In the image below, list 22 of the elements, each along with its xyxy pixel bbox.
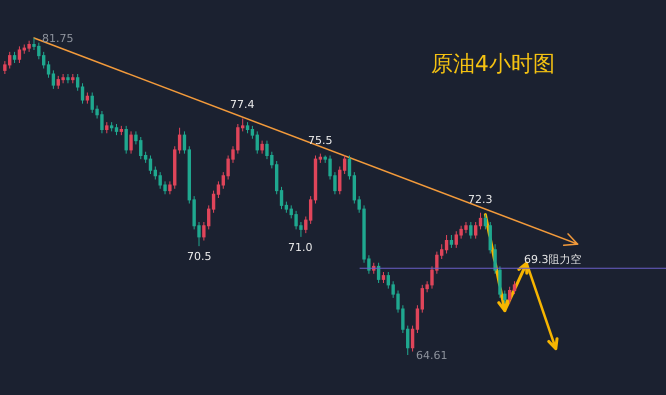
candlestick xyxy=(120,125,124,136)
candlestick xyxy=(129,130,133,154)
ref-line-label: 69.3阻力空 xyxy=(524,253,582,266)
candlestick xyxy=(71,74,74,84)
candlestick xyxy=(376,262,380,284)
text: 原油4小时图 xyxy=(430,52,555,77)
candlestick xyxy=(469,222,473,240)
annotation: 75.5 xyxy=(308,134,332,147)
annotation: 64.61 xyxy=(416,349,448,362)
annotation: 77.4 xyxy=(230,98,254,111)
annotation: 71.0 xyxy=(288,241,312,254)
candlestick xyxy=(66,74,70,84)
candlestick xyxy=(382,271,386,284)
annotation: 70.5 xyxy=(187,250,212,263)
candlestick xyxy=(86,92,90,104)
candlestick xyxy=(124,125,128,154)
candlestick xyxy=(105,122,108,134)
candlestick xyxy=(12,51,16,64)
candlestick xyxy=(260,140,264,154)
candlestick xyxy=(450,234,454,248)
annotation: 72.3 xyxy=(468,193,492,206)
annotation: 81.75 xyxy=(42,32,74,45)
